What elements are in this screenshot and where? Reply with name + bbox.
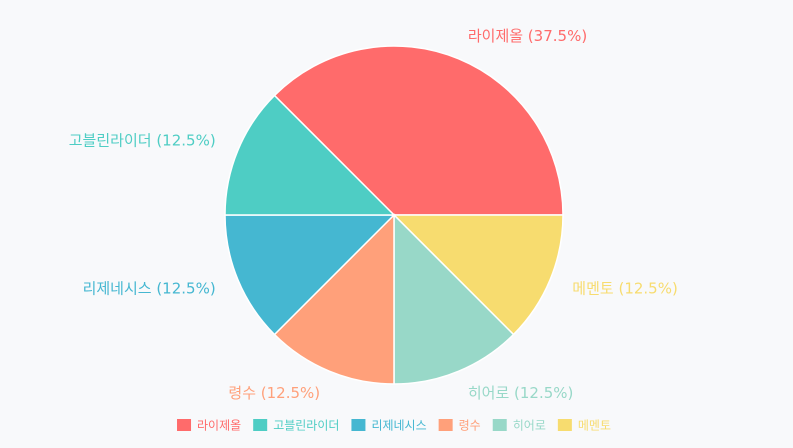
labels-layer: 라이제올 (37.5%) 메멘토 (12.5%) 히어로 (12.5%) 령수 (12…	[69, 27, 678, 402]
pie-slice-고블린라이더[interactable]	[224, 94, 396, 216]
legend-swatch	[177, 419, 192, 431]
pie-slice-라이제올[interactable]	[273, 45, 564, 216]
slices-layer	[224, 45, 564, 385]
slice-label-고블린라이더: 고블린라이더 (12.5%)	[69, 132, 216, 150]
legend-label: 리제네시스	[371, 419, 426, 433]
slice-label-히어로: 히어로 (12.5%)	[468, 384, 574, 402]
legend-swatch	[438, 419, 453, 431]
legend-swatch	[253, 419, 268, 431]
legend-label: 라이제올	[197, 419, 241, 433]
slice-label-령수: 령수 (12.5%)	[228, 384, 320, 402]
legend-item-히어로[interactable]: 히어로	[492, 419, 546, 433]
legend-swatch	[351, 419, 366, 431]
legend-label: 고블린라이더	[273, 419, 339, 433]
slice-label-메멘토: 메멘토 (12.5%)	[572, 279, 678, 297]
slice-label-리제네시스: 리제네시스 (12.5%)	[83, 279, 216, 297]
pie-slice-히어로[interactable]	[393, 213, 515, 385]
legend: 라이제올 고블린라이더 리제네시스 령수 히어로 메멘토	[177, 419, 611, 433]
legend-label: 령수	[459, 419, 481, 433]
legend-item-라이제올[interactable]: 라이제올	[177, 419, 241, 433]
legend-item-령수[interactable]: 령수	[438, 419, 481, 433]
pie-slice-리제네시스[interactable]	[224, 214, 396, 336]
legend-item-메멘토[interactable]: 메멘토	[557, 419, 611, 433]
pie-slice-메멘토[interactable]	[392, 214, 564, 336]
legend-label: 히어로	[513, 419, 546, 433]
legend-item-리제네시스[interactable]: 리제네시스	[351, 419, 427, 433]
legend-swatch	[492, 419, 507, 431]
legend-label: 메멘토	[578, 419, 611, 433]
legend-item-고블린라이더[interactable]: 고블린라이더	[253, 419, 339, 433]
pie-slice-령수[interactable]	[273, 213, 395, 385]
slice-label-라이제올: 라이제올 (37.5%)	[468, 27, 587, 45]
legend-swatch	[557, 419, 572, 431]
